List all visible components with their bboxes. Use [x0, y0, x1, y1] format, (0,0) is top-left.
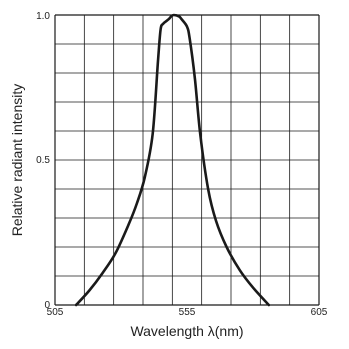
tick-labels: 505 555 605 1.0 0.5 0	[36, 11, 328, 318]
grid	[54, 14, 320, 306]
y-tick-label: 0.5	[36, 155, 50, 166]
series-line-0	[74, 13, 271, 307]
x-tick-label: 555	[179, 307, 196, 318]
x-axis-label: Wavelength λ(nm)	[130, 323, 243, 339]
y-axis-label: Relative radiant intensity	[9, 84, 25, 237]
x-tick-label: 505	[47, 307, 64, 318]
y-tick-label: 1.0	[36, 11, 50, 22]
x-tick-label: 605	[311, 307, 328, 318]
series-group	[74, 13, 271, 307]
y-tick-label: 0	[44, 300, 50, 311]
